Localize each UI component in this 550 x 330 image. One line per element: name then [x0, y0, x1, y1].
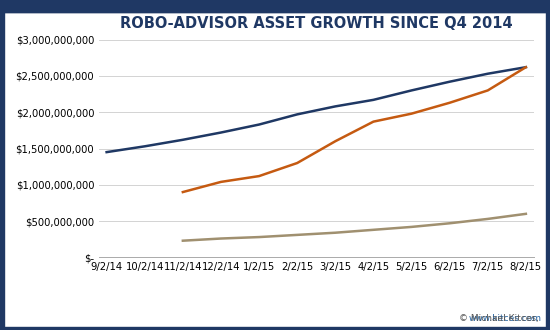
Text: © Michael Kitces,: © Michael Kitces,	[459, 314, 541, 323]
Title: ROBO-ADVISOR ASSET GROWTH SINCE Q4 2014: ROBO-ADVISOR ASSET GROWTH SINCE Q4 2014	[120, 16, 513, 31]
Legend: Wealthfront, Betterment, FutureAdvisor: Wealthfront, Betterment, FutureAdvisor	[157, 324, 475, 330]
Text: www.kitces.com: www.kitces.com	[469, 314, 542, 323]
